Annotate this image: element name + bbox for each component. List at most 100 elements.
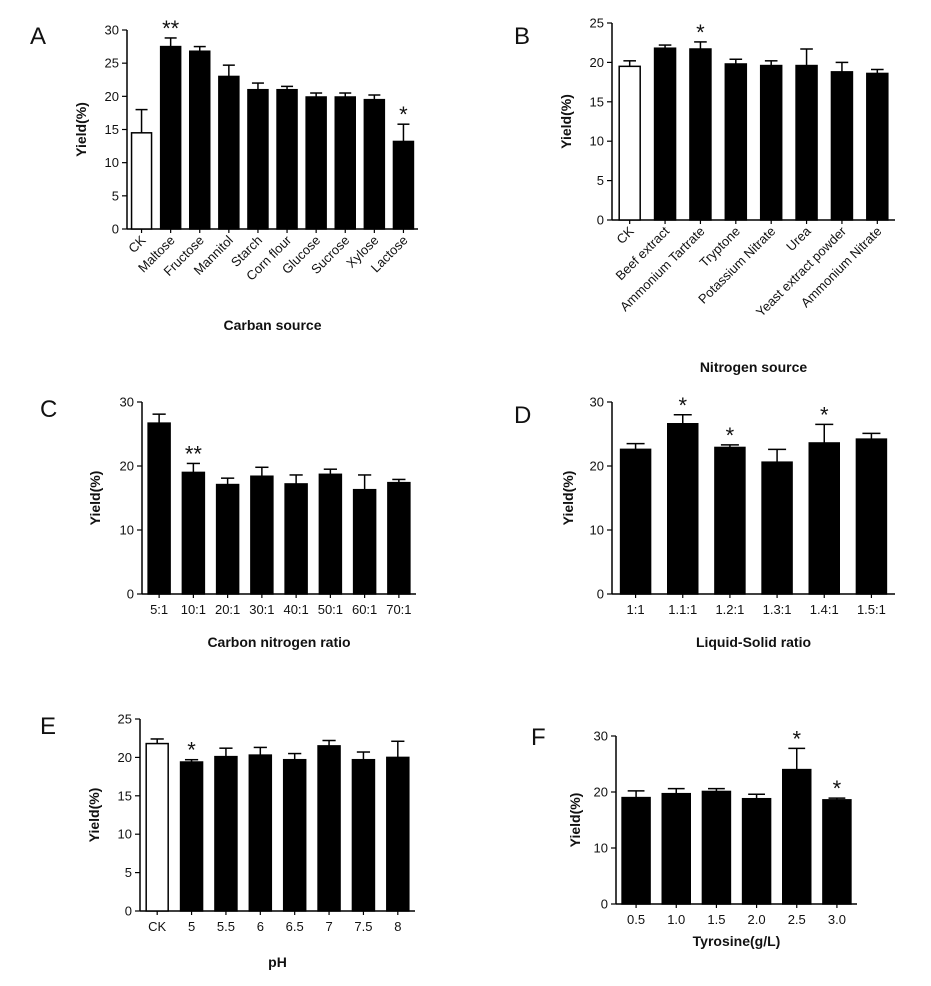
bar [661, 792, 691, 905]
bar [618, 65, 641, 221]
y-axis-title: Yield(%) [87, 471, 103, 526]
x-axis-title: Liquid-Solid ratio [696, 634, 811, 650]
bar [276, 88, 298, 230]
y-tick-label: 0 [125, 904, 132, 919]
y-tick-label: 15 [118, 788, 132, 803]
bar [701, 790, 732, 905]
x-tick-label: 20:1 [215, 602, 240, 617]
bar [667, 423, 699, 595]
x-tick-label: 1.3:1 [763, 602, 792, 617]
x-tick-label: 30:1 [249, 602, 274, 617]
significance-marker: * [399, 102, 408, 127]
x-tick-label: 2.5 [788, 912, 806, 927]
bar [761, 461, 793, 595]
significance-marker: ** [185, 441, 203, 466]
bar [189, 50, 211, 230]
y-tick-label: 5 [597, 173, 604, 188]
bar [159, 45, 182, 230]
x-tick-label: 2.0 [748, 912, 766, 927]
y-tick-label: 10 [590, 523, 604, 538]
bar [352, 488, 377, 595]
x-tick-label: 6 [257, 919, 264, 934]
bar [759, 64, 783, 221]
x-tick-label: 70:1 [386, 602, 411, 617]
bar [808, 442, 840, 595]
panel-letter: E [40, 713, 56, 740]
bar [250, 475, 274, 595]
bar [724, 63, 748, 221]
x-tick-label: 1.5 [707, 912, 725, 927]
significance-marker: * [792, 726, 801, 751]
bar [795, 64, 818, 221]
y-tick-label: 25 [590, 16, 604, 31]
significance-marker: * [820, 402, 829, 427]
y-tick-label: 30 [590, 395, 604, 410]
y-tick-label: 30 [594, 729, 608, 744]
y-tick-label: 5 [112, 188, 119, 203]
y-tick-label: 20 [120, 459, 134, 474]
panel-letter: B [514, 23, 530, 50]
y-tick-label: 20 [594, 785, 608, 800]
y-tick-label: 20 [590, 459, 604, 474]
x-tick-label: 1.0 [667, 912, 685, 927]
bar [782, 768, 812, 905]
bar [619, 448, 652, 595]
chart-panel-e: E 0 5 10 15 20 25 Yield(%) CK 5 * 5.5 6 6.5 7 7.5 8 pH [40, 712, 415, 970]
y-axis-title: Yield(%) [73, 102, 89, 157]
panel-letter: C [40, 396, 57, 423]
significance-marker: * [833, 776, 842, 801]
y-tick-label: 15 [590, 94, 604, 109]
x-tick-label: Urea [783, 223, 814, 254]
bar [392, 140, 415, 230]
bar [351, 758, 376, 912]
bar [334, 96, 356, 230]
x-axis-title: Tyrosine(g/L) [693, 933, 781, 949]
significance-marker: * [678, 393, 687, 418]
x-tick-label: 1.5:1 [857, 602, 886, 617]
x-tick-label: 1.4:1 [810, 602, 839, 617]
y-tick-label: 10 [590, 134, 604, 149]
y-axis-title: Yield(%) [567, 793, 583, 848]
x-tick-label: 50:1 [318, 602, 343, 617]
bar [689, 48, 712, 221]
bar [145, 742, 169, 912]
x-tick-label: 5.5 [217, 919, 235, 934]
significance-marker: * [696, 20, 705, 45]
bar [855, 438, 888, 595]
x-tick-label: CK [148, 919, 166, 934]
significance-marker: * [726, 423, 735, 448]
x-tick-label: CK [613, 223, 637, 247]
x-axis-title: Nitrogen source [700, 359, 808, 375]
bar [318, 473, 343, 595]
y-axis-title: Yield(%) [560, 471, 576, 526]
y-tick-label: 20 [118, 750, 132, 765]
bar [621, 796, 651, 905]
x-tick-label: 40:1 [283, 602, 308, 617]
y-tick-label: 0 [597, 213, 604, 228]
bar [830, 71, 854, 221]
x-tick-label: 7 [325, 919, 332, 934]
bar [363, 98, 386, 230]
y-tick-label: 25 [105, 56, 119, 71]
chart-panel-f: F 0 10 20 30 Yield(%) 0.5 1.0 1.5 2.0 2.5 * 3.0 * Tyro… [531, 724, 857, 949]
bar [181, 471, 206, 595]
x-tick-label: 7.5 [354, 919, 372, 934]
significance-marker: ** [162, 16, 180, 41]
x-tick-label: 10:1 [181, 602, 206, 617]
y-tick-label: 5 [125, 865, 132, 880]
bar [215, 483, 240, 595]
x-tick-label: CK [125, 232, 149, 256]
bar [218, 75, 240, 230]
significance-marker: * [187, 738, 196, 763]
chart-panel-c: C 0 10 20 30 Yield(%) 5:1 10:1 ** 20:1 30:1 40:1 50:… [40, 395, 416, 650]
x-tick-label: 3.0 [828, 912, 846, 927]
x-tick-label: 5:1 [150, 602, 168, 617]
bar [822, 799, 852, 905]
bar [866, 72, 889, 221]
y-tick-label: 30 [120, 395, 134, 410]
bar [247, 88, 269, 230]
y-tick-label: 10 [120, 523, 134, 538]
y-tick-label: 20 [590, 55, 604, 70]
y-tick-label: 30 [105, 23, 119, 38]
bar [147, 422, 171, 595]
